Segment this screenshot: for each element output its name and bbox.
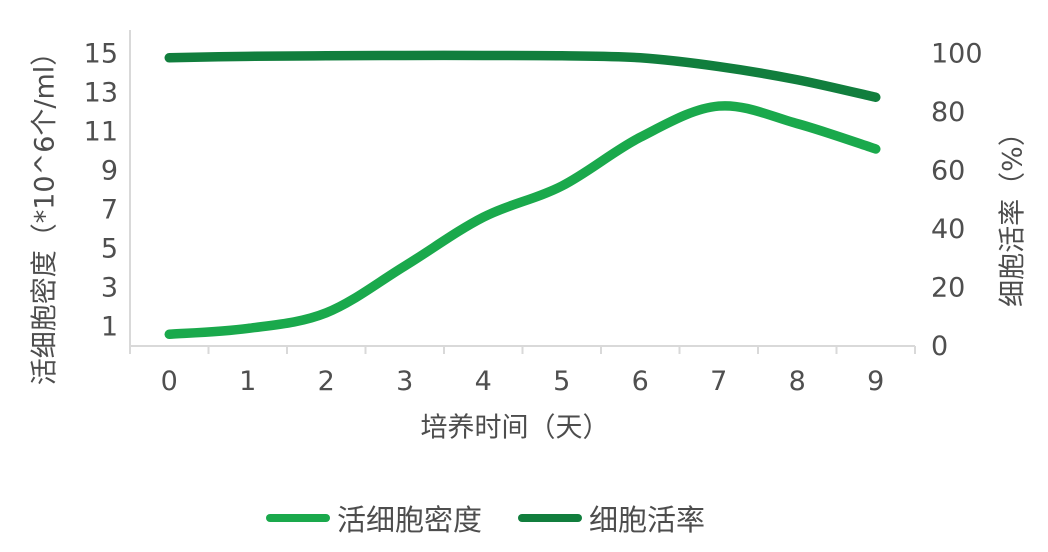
legend-item-density: 活细胞密度 xyxy=(266,497,482,539)
y-left-tick-label: 11 xyxy=(84,116,118,147)
x-axis-title-text: 培养时间（天） xyxy=(420,412,610,444)
density-legend-label: 活细胞密度 xyxy=(337,503,483,537)
x-tick-label: 2 xyxy=(318,366,335,397)
x-tick-label: 9 xyxy=(867,366,884,397)
y-right-tick-label: 40 xyxy=(931,214,965,245)
right-axis-title-text: 细胞活率（%） xyxy=(997,119,1029,307)
y-left-tick-label: 13 xyxy=(84,77,118,108)
y-right-tick-label: 20 xyxy=(931,272,965,303)
legend-item-viability: 细胞活率 xyxy=(518,497,705,539)
y-left-tick-label: 3 xyxy=(101,272,118,303)
x-tick-label: 1 xyxy=(239,366,256,397)
x-tick-label: 0 xyxy=(161,366,178,397)
y-left-tick-label: 1 xyxy=(101,311,118,342)
y-right-tick-label: 80 xyxy=(931,97,965,128)
y-left-tick-label: 9 xyxy=(101,155,118,186)
x-tick-label: 8 xyxy=(789,366,806,397)
x-tick-label: 3 xyxy=(396,366,413,397)
y-left-tick-label: 7 xyxy=(101,194,118,225)
viability-legend-label: 细胞活率 xyxy=(589,503,706,537)
y-right-tick-label: 100 xyxy=(931,38,983,69)
y-left-tick-label: 5 xyxy=(101,233,118,264)
left-axis-title-text: 活细胞密度（*10^6个/ml） xyxy=(29,38,61,386)
viability-legend-line xyxy=(518,514,583,522)
y-right-tick-label: 60 xyxy=(931,155,965,186)
x-tick-label: 4 xyxy=(475,366,492,397)
viability-series-line xyxy=(164,50,881,103)
axis-lines xyxy=(129,30,916,354)
density-legend-line xyxy=(266,514,330,522)
x-tick-label: 6 xyxy=(632,366,649,397)
density-series-line xyxy=(164,101,881,340)
x-tick-label: 5 xyxy=(553,366,570,397)
y-left-tick-label: 15 xyxy=(84,38,118,69)
y-right-tick-label: 0 xyxy=(931,331,948,362)
chart-legend: 活细胞密度 细胞活率 xyxy=(266,497,705,539)
x-tick-label: 7 xyxy=(710,366,727,397)
